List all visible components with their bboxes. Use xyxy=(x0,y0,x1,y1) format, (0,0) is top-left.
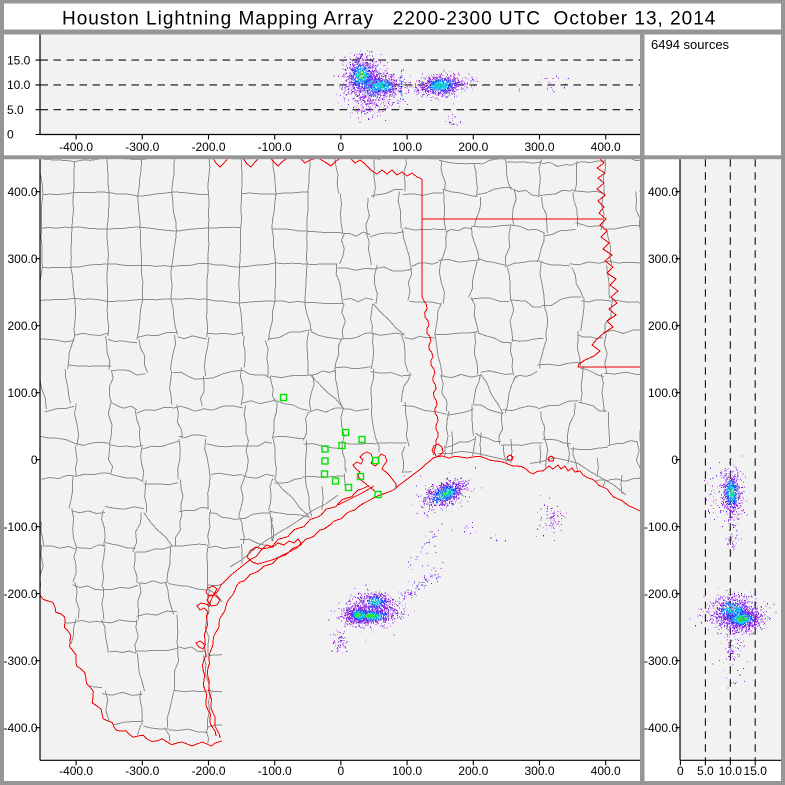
svg-text:Houston Lightning Mapping Arra: Houston Lightning Mapping Array 2200-230… xyxy=(62,9,716,30)
svg-text:400.0: 400.0 xyxy=(7,185,37,199)
svg-text:100.0: 100.0 xyxy=(7,386,37,400)
svg-text:-100.0: -100.0 xyxy=(644,520,678,534)
svg-text:200.0: 200.0 xyxy=(458,764,488,778)
svg-text:300.0: 300.0 xyxy=(524,140,554,154)
svg-text:15.0: 15.0 xyxy=(744,764,768,778)
svg-text:-100.0: -100.0 xyxy=(258,140,292,154)
svg-text:-400.0: -400.0 xyxy=(59,140,93,154)
svg-text:5.0: 5.0 xyxy=(697,764,714,778)
svg-text:200.0: 200.0 xyxy=(7,319,37,333)
svg-text:0: 0 xyxy=(671,453,678,467)
svg-text:100.0: 100.0 xyxy=(648,386,678,400)
svg-text:-300.0: -300.0 xyxy=(3,654,37,668)
svg-text:300.0: 300.0 xyxy=(7,252,37,266)
svg-text:400.0: 400.0 xyxy=(591,764,621,778)
svg-text:15.0: 15.0 xyxy=(7,53,31,67)
svg-text:0: 0 xyxy=(338,764,345,778)
svg-text:10.0: 10.0 xyxy=(719,764,743,778)
svg-text:5.0: 5.0 xyxy=(7,103,24,117)
svg-text:-100.0: -100.0 xyxy=(3,520,37,534)
svg-text:-200.0: -200.0 xyxy=(191,140,225,154)
svg-text:-400.0: -400.0 xyxy=(59,764,93,778)
svg-text:0: 0 xyxy=(31,453,38,467)
svg-text:0: 0 xyxy=(338,140,345,154)
svg-text:-300.0: -300.0 xyxy=(644,654,678,668)
svg-text:0: 0 xyxy=(7,128,14,142)
svg-text:-300.0: -300.0 xyxy=(125,140,159,154)
svg-text:300.0: 300.0 xyxy=(648,252,678,266)
svg-text:100.0: 100.0 xyxy=(392,140,422,154)
svg-text:-200.0: -200.0 xyxy=(3,587,37,601)
svg-text:200.0: 200.0 xyxy=(648,319,678,333)
svg-text:-100.0: -100.0 xyxy=(258,764,292,778)
svg-text:400.0: 400.0 xyxy=(591,140,621,154)
svg-text:10.0: 10.0 xyxy=(7,78,31,92)
svg-text:-200.0: -200.0 xyxy=(191,764,225,778)
svg-text:-400.0: -400.0 xyxy=(644,721,678,735)
svg-text:-400.0: -400.0 xyxy=(3,721,37,735)
svg-text:200.0: 200.0 xyxy=(458,140,488,154)
svg-text:300.0: 300.0 xyxy=(524,764,554,778)
svg-text:400.0: 400.0 xyxy=(648,185,678,199)
svg-text:6494 sources: 6494 sources xyxy=(651,37,730,52)
svg-text:0: 0 xyxy=(677,764,684,778)
svg-text:-300.0: -300.0 xyxy=(125,764,159,778)
svg-text:100.0: 100.0 xyxy=(392,764,422,778)
svg-text:-200.0: -200.0 xyxy=(644,587,678,601)
